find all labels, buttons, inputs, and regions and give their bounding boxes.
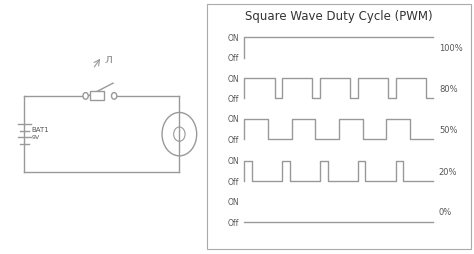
Text: Off: Off xyxy=(228,54,239,63)
Text: Square Wave Duty Cycle (PWM): Square Wave Duty Cycle (PWM) xyxy=(245,10,433,23)
Text: 9V: 9V xyxy=(32,135,40,140)
Text: Off: Off xyxy=(228,218,239,227)
Text: 50%: 50% xyxy=(439,125,457,134)
Text: ON: ON xyxy=(228,115,239,124)
Text: 0%: 0% xyxy=(439,208,452,217)
Circle shape xyxy=(162,113,197,156)
Bar xyxy=(90,92,104,101)
Circle shape xyxy=(83,93,88,100)
Text: 100%: 100% xyxy=(439,44,463,53)
Text: BAT1: BAT1 xyxy=(32,126,49,133)
Text: Off: Off xyxy=(228,94,239,104)
Text: 80%: 80% xyxy=(439,84,457,93)
Text: Off: Off xyxy=(228,135,239,144)
Text: л: л xyxy=(104,53,112,66)
Text: ON: ON xyxy=(228,34,239,43)
Text: ON: ON xyxy=(228,157,239,166)
Circle shape xyxy=(111,93,117,100)
Text: ON: ON xyxy=(228,74,239,83)
Text: 20%: 20% xyxy=(439,167,457,176)
Text: Off: Off xyxy=(228,177,239,186)
Text: ON: ON xyxy=(228,197,239,207)
Circle shape xyxy=(173,128,185,142)
